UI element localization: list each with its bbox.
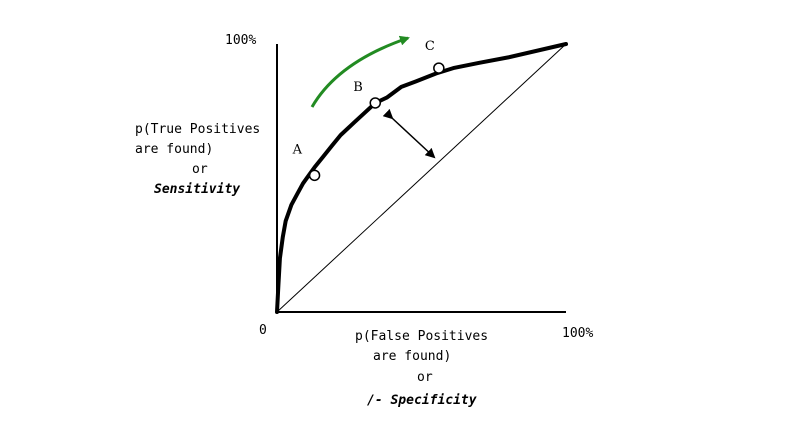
green-progress-arrow xyxy=(310,35,410,108)
point-label-b: B xyxy=(353,80,363,95)
point-marker-b xyxy=(369,97,382,109)
point-label-c: C xyxy=(425,39,435,54)
x-axis-title-line-4: /- Specificity xyxy=(367,393,477,408)
x-axis-title-line-3: or xyxy=(417,370,433,385)
y-axis-title-line-3: or xyxy=(192,162,208,177)
distance-double-arrow xyxy=(382,108,436,159)
x-axis-right-label: 100% xyxy=(562,326,593,341)
y-axis-top-label: 100% xyxy=(225,33,256,48)
x-axis-title-line-2: are found) xyxy=(373,349,451,364)
point-marker-c xyxy=(433,62,445,74)
y-axis-title-line-4: Sensitivity xyxy=(154,182,240,197)
x-axis-title-line-1: p(False Positives xyxy=(355,329,488,344)
y-axis-title-line-2: are found) xyxy=(135,142,213,157)
chance-diagonal-line xyxy=(276,43,567,313)
y-axis-title-line-1: p(True Positives xyxy=(135,122,260,137)
point-label-a: A xyxy=(292,142,303,157)
origin-label: 0 xyxy=(259,323,267,338)
point-marker-a xyxy=(308,169,321,182)
